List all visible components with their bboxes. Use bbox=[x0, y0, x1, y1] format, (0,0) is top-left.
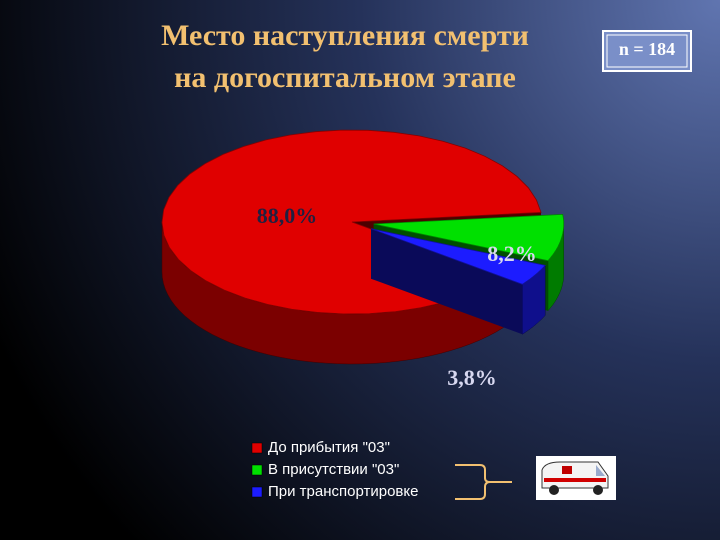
slice-side bbox=[371, 228, 523, 335]
data-label: 8,2% bbox=[487, 241, 537, 266]
legend-label: При транспортировке bbox=[268, 483, 418, 500]
ambulance-icon bbox=[536, 456, 616, 500]
annotation-box bbox=[602, 30, 692, 72]
legend-swatch bbox=[251, 486, 263, 498]
title-line: Место наступления смерти bbox=[161, 19, 529, 52]
legend-label: До прибытия "03" bbox=[268, 439, 390, 456]
slice bbox=[373, 213, 565, 262]
data-label: 3,8% bbox=[447, 365, 497, 390]
bracket bbox=[455, 464, 512, 500]
annotation: n = 184 bbox=[619, 39, 675, 59]
data-label: 88,0% bbox=[257, 203, 318, 228]
legend-label: В присутствии "03" bbox=[268, 461, 399, 478]
slice bbox=[370, 228, 547, 285]
pie: 88,0% 8,2% 3,8% bbox=[161, 129, 565, 390]
title-line: на догоспитальном этапе bbox=[174, 61, 516, 94]
legend-swatch bbox=[251, 442, 263, 454]
legend-swatch bbox=[251, 464, 263, 476]
legend: До прибытия "03" В присутствии "03" При тр… bbox=[251, 439, 418, 500]
annotation-border bbox=[606, 34, 688, 68]
